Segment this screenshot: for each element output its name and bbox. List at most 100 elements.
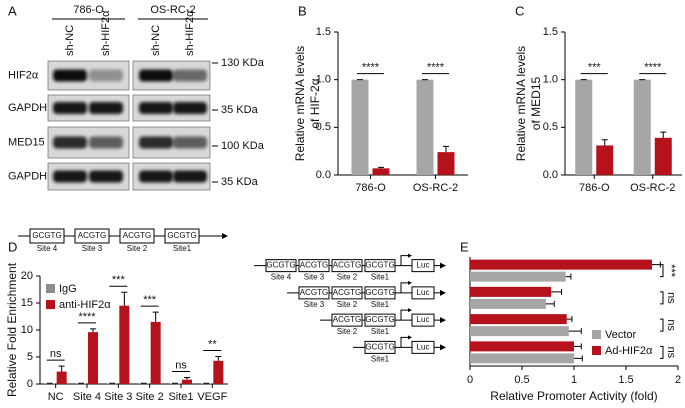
legend-label: anti-HIF2α xyxy=(59,299,111,311)
significance-label: ** xyxy=(208,338,217,350)
error-bar xyxy=(652,261,661,268)
site-sequence: ACGTG xyxy=(333,261,361,270)
size-label: 100 KDa xyxy=(221,140,265,152)
error-bar xyxy=(90,328,96,333)
site-sequence: ACGTG xyxy=(333,288,361,297)
bar xyxy=(107,383,118,384)
site-sequence: ACGTG xyxy=(300,288,328,297)
site-sequence: GCGTG xyxy=(266,261,295,270)
reporter-box xyxy=(411,259,435,273)
blot-band xyxy=(139,102,173,114)
size-label: 130 KDa xyxy=(221,57,265,69)
y-tick-label: 1.5 xyxy=(543,26,558,38)
y-tick-label: 5 xyxy=(27,351,33,363)
lane-label: sh-HIF2α xyxy=(184,10,196,56)
bar xyxy=(596,145,614,175)
site-name: Site 3 xyxy=(304,300,325,309)
panel-label: C xyxy=(515,3,524,18)
promoter-arrow xyxy=(400,309,409,321)
legend-swatch xyxy=(46,300,55,309)
x-tick-label: 786-O xyxy=(579,182,610,194)
x-tick-label: VEGF xyxy=(197,391,227,403)
blot-band xyxy=(89,69,123,82)
reporter-label: Luc xyxy=(417,342,430,351)
significance-label: **** xyxy=(644,62,662,74)
error-bar xyxy=(184,377,190,380)
y-tick-label: 1.0 xyxy=(543,74,558,86)
x-tick-label: OS-RC-2 xyxy=(413,182,458,194)
legend-label: Ad-HIF2α xyxy=(605,345,653,357)
significance-bracket xyxy=(660,291,664,305)
error-bar xyxy=(545,300,555,307)
site-name: Site1 xyxy=(371,354,390,363)
bar xyxy=(138,383,149,384)
x-tick-label: 786-O xyxy=(355,182,386,194)
reporter-label: Luc xyxy=(417,288,430,297)
group-label: 786-O xyxy=(73,4,104,16)
bar xyxy=(213,360,224,384)
site-sequence: GCGTG xyxy=(167,231,196,240)
arrow-head xyxy=(440,289,446,296)
site-box xyxy=(364,259,396,273)
bar xyxy=(470,259,652,270)
blot-band xyxy=(53,102,87,114)
panel-label: E xyxy=(460,239,469,254)
site-name: Site 3 xyxy=(304,273,325,282)
blot-band xyxy=(139,69,173,82)
blot-band xyxy=(173,170,207,183)
y-axis-title: of MED15 xyxy=(529,76,543,130)
significance-label: ns xyxy=(665,319,677,331)
significance-label: **** xyxy=(78,311,96,323)
row-label: GAPDH xyxy=(8,170,47,182)
bar xyxy=(119,305,130,384)
site-box xyxy=(265,259,297,273)
panel-label: A xyxy=(8,3,17,18)
arrow-head xyxy=(440,344,446,351)
error-bar xyxy=(601,139,608,146)
y-tick-label: 1.0 xyxy=(316,74,331,86)
bar xyxy=(44,383,55,384)
lane-label: sh-NC xyxy=(64,25,76,56)
site-box xyxy=(119,228,155,244)
y-tick-label: 0 xyxy=(27,378,33,390)
panel-label: D xyxy=(8,239,17,254)
error-bar xyxy=(568,328,582,335)
site-name: Site1 xyxy=(371,273,390,282)
blot-band xyxy=(173,102,207,114)
reporter-box xyxy=(411,340,435,354)
site-box xyxy=(331,259,363,273)
blot-band xyxy=(53,69,87,82)
site-sequence: ACGTG xyxy=(300,261,328,270)
blot-band xyxy=(89,136,123,149)
error-bar xyxy=(574,343,582,350)
arrow-head xyxy=(408,253,412,258)
site-sequence: GCGTG xyxy=(365,261,394,270)
bar xyxy=(150,321,161,384)
significance-label: ns xyxy=(665,347,677,359)
size-label: 35 KDa xyxy=(221,104,259,116)
site-name: Site 2 xyxy=(337,273,358,282)
error-bar xyxy=(565,273,572,280)
y-tick-label: 15 xyxy=(21,297,33,309)
x-tick-label: Site 2 xyxy=(136,391,164,403)
arrow-head xyxy=(222,233,228,239)
bar xyxy=(470,286,552,297)
site-sequence: GCGTG xyxy=(365,342,394,351)
blot-band xyxy=(89,102,123,114)
site-name: Site 2 xyxy=(337,300,358,309)
x-tick-label: Site 3 xyxy=(104,391,132,403)
site-sequence: GCGTG xyxy=(365,288,394,297)
row-label: HIF2α xyxy=(8,69,39,81)
bar xyxy=(470,326,569,337)
group-label: OS-RC-2 xyxy=(150,4,195,16)
promoter-arrow xyxy=(400,282,409,293)
x-tick-label: 2 xyxy=(675,374,681,386)
error-bar xyxy=(660,131,667,138)
site-sequence: ACGTG xyxy=(78,231,106,240)
bar xyxy=(88,332,98,384)
significance-label: *** xyxy=(112,274,126,286)
bar xyxy=(654,137,672,175)
arrow-head xyxy=(408,280,412,285)
x-tick-label: 1 xyxy=(571,374,577,386)
x-tick-label: Site1 xyxy=(168,391,193,403)
